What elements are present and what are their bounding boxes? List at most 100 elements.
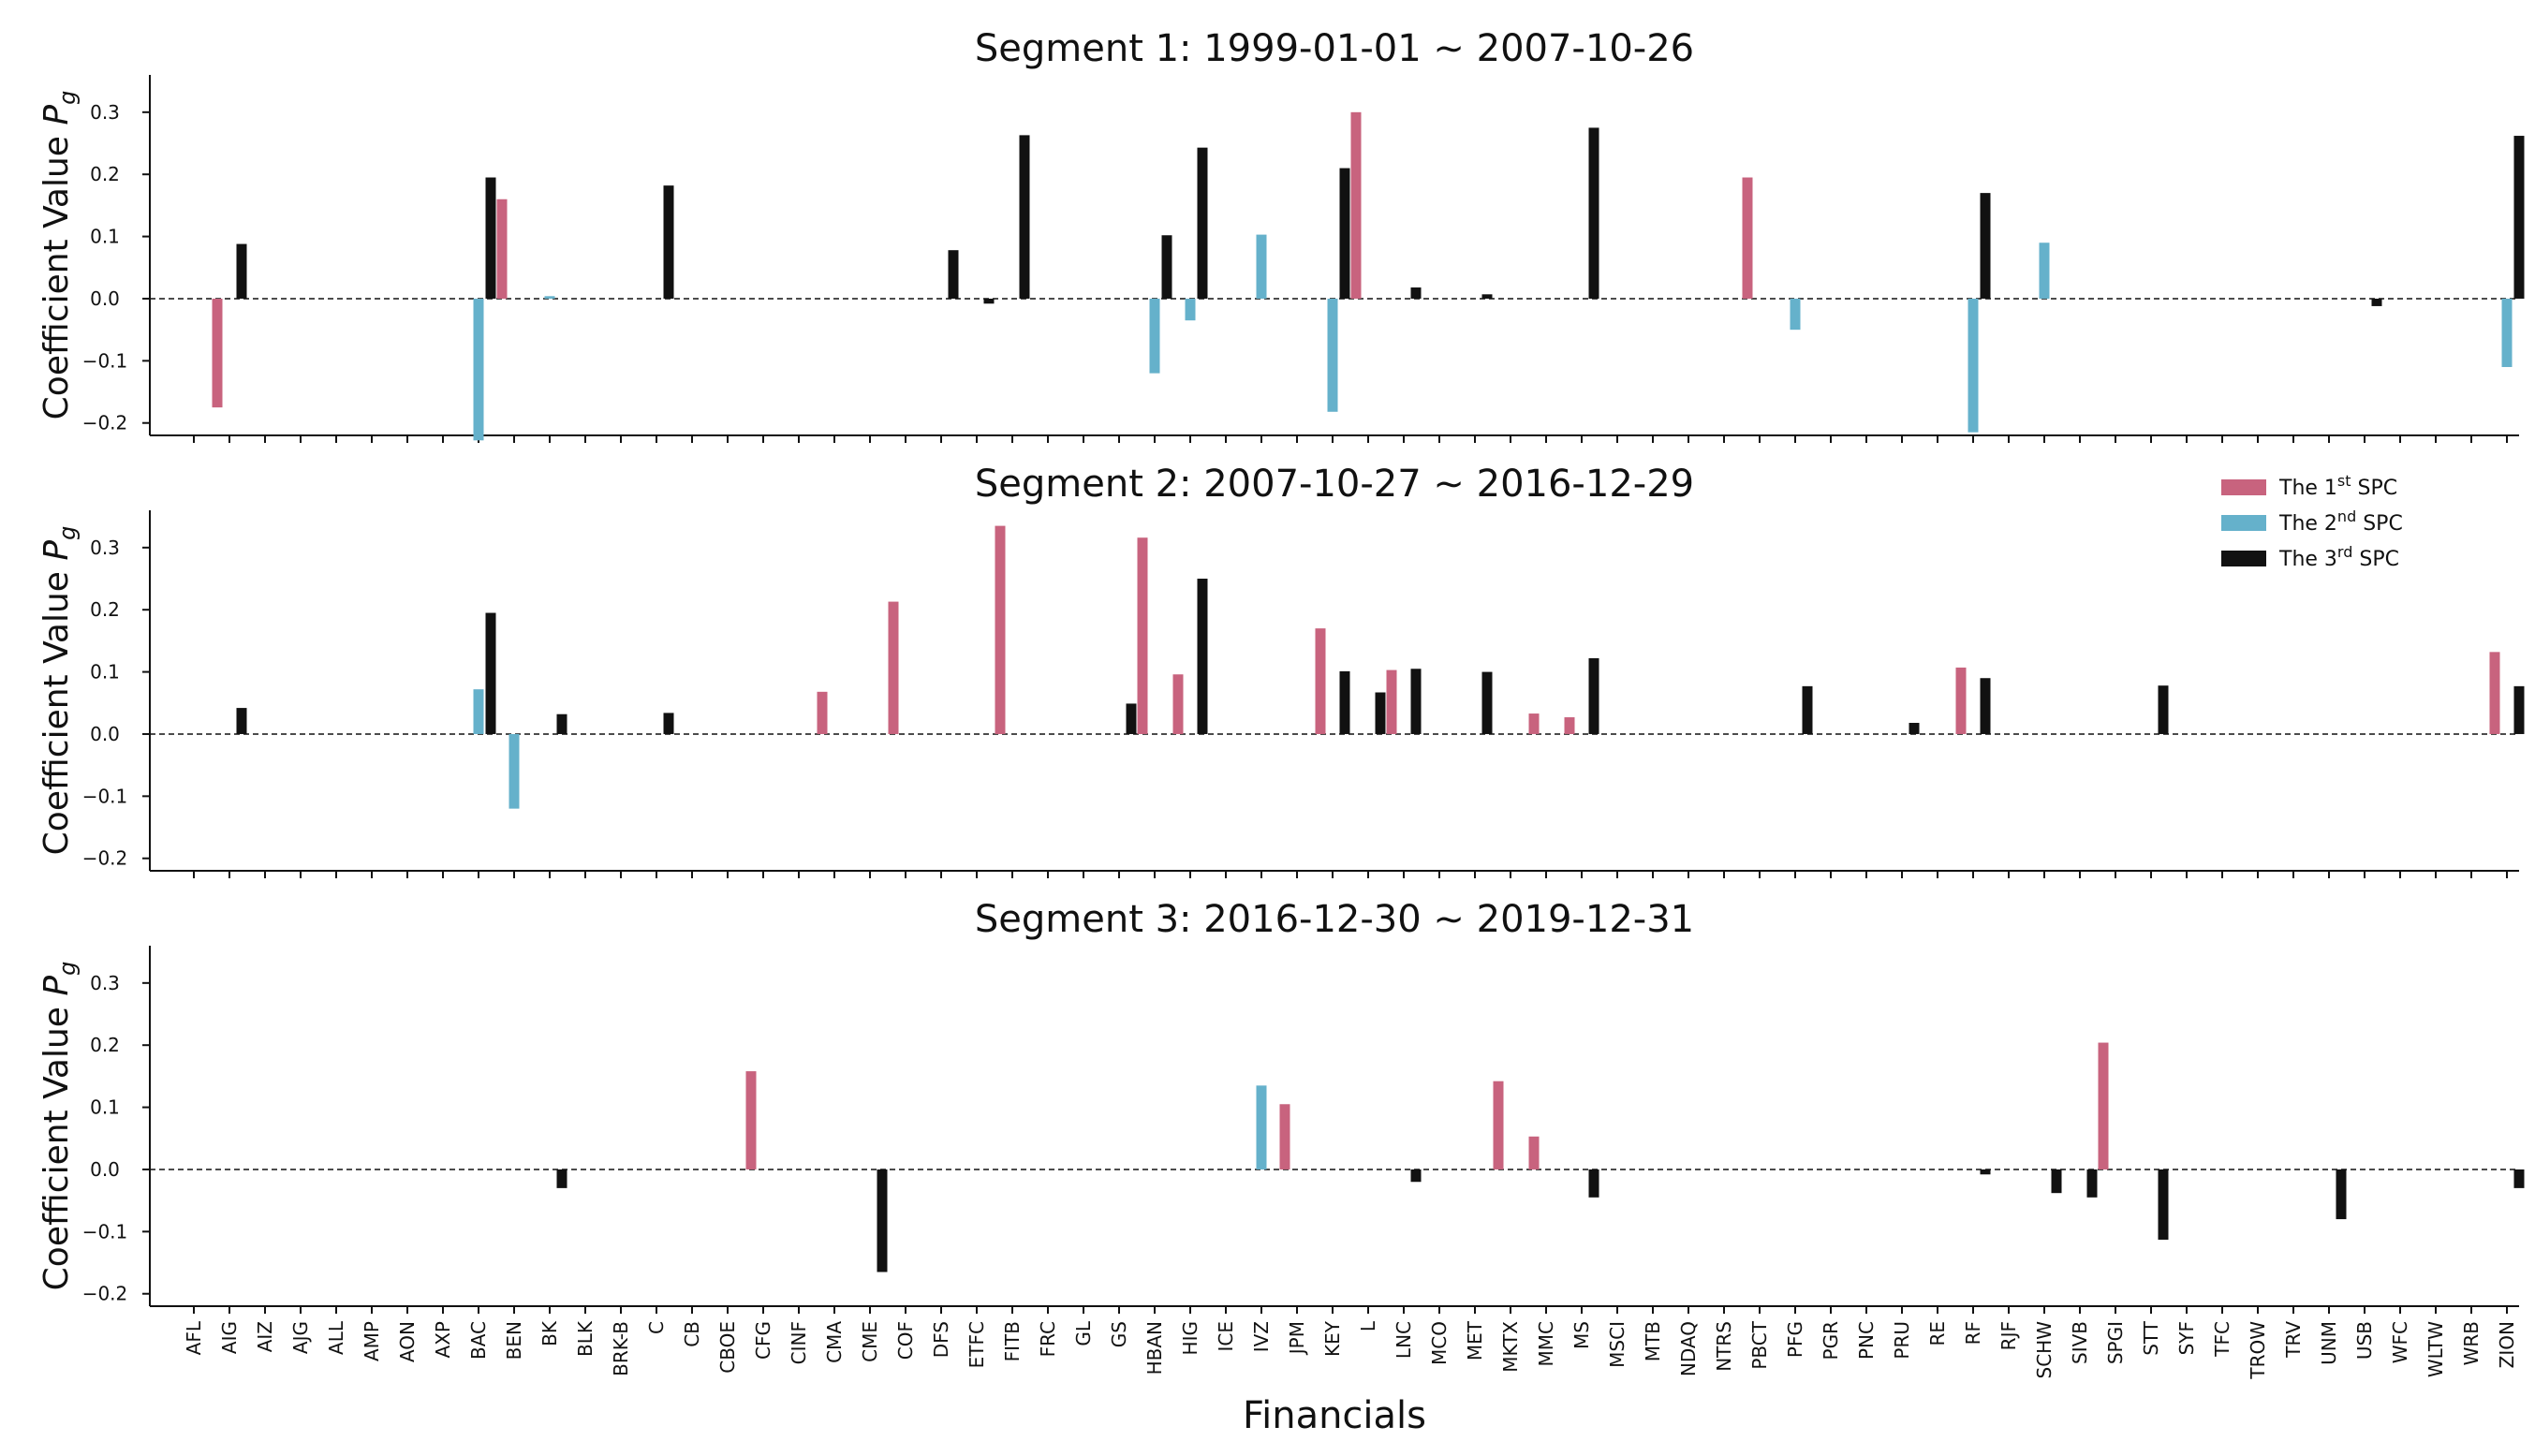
legend-label-2: The 2nd SPC — [2278, 507, 2403, 536]
x-tick-label: PBCT — [1748, 1320, 1771, 1369]
bar-seg2-spc3-met — [1481, 671, 1493, 734]
x-tick-label: GL — [1072, 1320, 1095, 1346]
x-tick-label: TFC — [2211, 1321, 2233, 1358]
x-tick-label: AJG — [289, 1321, 312, 1354]
y-tick-label: −0.1 — [82, 349, 128, 372]
bar-seg1-spc2-bk — [544, 296, 555, 299]
y-tick-label: −0.2 — [82, 1283, 128, 1305]
y-tick-label: −0.1 — [82, 1220, 128, 1243]
bar-seg1-spc3-etfc — [983, 298, 995, 304]
bar-seg1-spc3-c — [663, 185, 674, 299]
x-tick-label: AIZ — [254, 1321, 276, 1352]
y-tick-label: 0.3 — [90, 972, 120, 994]
bar-seg3-spc1-mktx — [1493, 1081, 1504, 1169]
segment-title: Segment 3: 2016-12-30 ∼ 2019-12-31 — [975, 898, 1694, 941]
x-tick-label: AMP — [361, 1321, 383, 1361]
y-axis-label: Coefficient Value Pg — [37, 91, 81, 420]
x-tick-label: ZION — [2496, 1321, 2518, 1368]
bar-seg3-spc3-schw — [2051, 1169, 2062, 1194]
x-tick-label: WLTW — [2424, 1321, 2447, 1377]
x-tick-label: MS — [1570, 1321, 1593, 1349]
y-tick-label: 0.3 — [90, 101, 120, 124]
y-tick-label: −0.2 — [82, 412, 128, 434]
legend: The 1st SPC The 2nd SPC The 3rd SPC — [2221, 472, 2403, 571]
bar-seg2-spc2-bac — [473, 689, 484, 734]
bar-seg1-spc3-lnc — [1410, 287, 1422, 299]
bar-seg1-spc1-l — [1350, 111, 1362, 299]
x-tick-label: CB — [681, 1321, 703, 1347]
x-tick-label: MSCI — [1606, 1321, 1629, 1368]
x-tick-label: DFS — [930, 1321, 952, 1358]
x-tick-label: MET — [1464, 1320, 1486, 1360]
x-tick-label: MKTX — [1499, 1321, 1522, 1373]
bar-seg3-spc3-ms — [1588, 1169, 1599, 1198]
bar-seg2-spc1-fitb — [995, 525, 1006, 734]
x-tick-label: AON — [396, 1321, 419, 1362]
y-tick-label: 0.1 — [90, 661, 120, 684]
legend-label-1: The 1st SPC — [2278, 472, 2397, 500]
x-tick-label: SCHW — [2033, 1321, 2056, 1379]
bar-seg1-spc2-schw — [2039, 243, 2050, 299]
x-tick-label: CBOE — [716, 1321, 739, 1374]
bar-seg1-spc1-pbct — [1742, 177, 1753, 299]
x-tick-label: ALL — [325, 1320, 347, 1355]
x-tick-label: GS — [1108, 1321, 1130, 1347]
bar-seg2-spc1-lnc — [1386, 669, 1397, 734]
bar-seg1-spc3-dfs — [948, 250, 959, 299]
bar-seg1-spc2-key — [1327, 298, 1338, 412]
x-tick-label: PNC — [1855, 1321, 1878, 1360]
x-tick-label: JPM — [1286, 1321, 1308, 1356]
bar-seg3-spc1-spgi — [2098, 1042, 2109, 1169]
bar-seg1-spc1-aig — [212, 298, 223, 408]
bar-seg1-spc3-hban — [1161, 235, 1172, 299]
x-tick-label: BRK-B — [610, 1321, 632, 1376]
bar-seg2-spc3-ms — [1588, 657, 1599, 734]
x-tick-label: C — [645, 1321, 668, 1334]
x-tick-label: MMC — [1535, 1321, 1557, 1366]
x-tick-label: CINF — [788, 1321, 810, 1364]
bar-seg2-spc3-pfg — [1802, 685, 1813, 734]
x-tick-label: CMA — [823, 1321, 846, 1363]
bar-seg1-spc1-ben — [496, 199, 508, 299]
x-tick-label: WRB — [2460, 1321, 2483, 1365]
x-tick-label: AXP — [432, 1321, 454, 1358]
x-tick-label: WFC — [2389, 1321, 2411, 1363]
x-tick-label: RJF — [1997, 1321, 2020, 1350]
bar-seg2-spc1-hig — [1172, 674, 1184, 734]
bar-seg2-spc2-ben — [508, 733, 520, 809]
y-tick-label: 0.0 — [90, 287, 120, 310]
bar-seg3-spc3-bk — [556, 1169, 567, 1188]
bar-seg3-spc3-zion — [2513, 1169, 2525, 1188]
x-tick-label: STT — [2140, 1320, 2162, 1356]
x-tick-label: FRC — [1037, 1321, 1059, 1357]
bar-seg1-spc3-met — [1481, 294, 1493, 299]
bar-seg1-spc2-rf — [1968, 298, 1979, 433]
bar-seg2-spc1-ms — [1564, 717, 1575, 734]
y-tick-label: 0.1 — [90, 226, 120, 248]
x-tick-label: LNC — [1393, 1321, 1415, 1359]
legend-swatch-3 — [2221, 551, 2266, 566]
x-tick-label: RF — [1962, 1321, 1984, 1345]
y-tick-label: 0.0 — [90, 723, 120, 745]
bar-seg3-spc3-sivb — [2086, 1169, 2098, 1198]
bar-seg2-spc3-rf — [1980, 678, 1991, 734]
bar-seg3-spc3-unm — [2336, 1169, 2347, 1220]
y-tick-label: 0.1 — [90, 1096, 120, 1119]
bar-seg3-spc3-cme — [877, 1169, 888, 1272]
x-tick-label: RE — [1926, 1321, 1949, 1346]
bar-seg3-spc1-mmc — [1528, 1136, 1540, 1169]
x-axis-label: Financials — [1243, 1394, 1426, 1437]
x-tick-label: SPGI — [2104, 1321, 2127, 1364]
bar-seg2-spc3-key — [1339, 670, 1350, 734]
bar-seg1-spc3-aig — [236, 243, 247, 299]
bar-seg1-spc2-bac — [473, 298, 484, 441]
y-tick-label: 0.2 — [90, 598, 120, 621]
bar-seg3-spc3-rf — [1980, 1169, 1991, 1175]
bar-seg2-spc1-key — [1315, 628, 1326, 734]
bar-seg1-spc3-usb — [2371, 298, 2382, 306]
bar-seg1-spc2-hig — [1185, 298, 1196, 321]
x-tick-label: BLK — [574, 1320, 597, 1357]
bar-seg1-spc2-hban — [1149, 298, 1160, 374]
bar-seg1-spc3-bac — [485, 177, 496, 299]
